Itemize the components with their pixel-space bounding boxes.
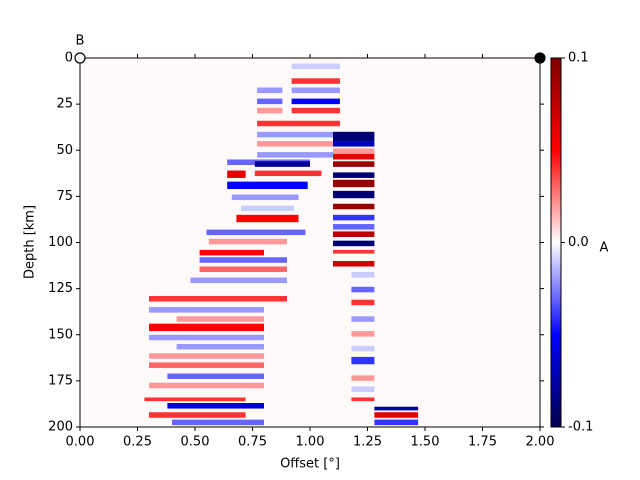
marker — [74, 52, 86, 64]
cell — [190, 277, 287, 284]
cell — [149, 307, 264, 313]
cell — [351, 356, 375, 365]
cell — [199, 249, 264, 256]
cell — [333, 148, 375, 154]
cell — [333, 249, 375, 254]
colorbar-tick-label: 0.1 — [568, 51, 589, 66]
cell — [257, 152, 333, 158]
x-tick-label: 1.75 — [468, 435, 497, 450]
cell — [333, 203, 375, 210]
x-tick-label: 0.00 — [66, 435, 95, 450]
cell — [351, 272, 375, 278]
cell — [254, 170, 322, 177]
cell — [167, 373, 264, 380]
cell — [333, 153, 375, 160]
y-tick-label: 125 — [48, 281, 73, 296]
cell — [333, 141, 375, 147]
cell — [254, 161, 310, 167]
y-tick-label: 0 — [65, 51, 73, 66]
cell — [149, 412, 246, 418]
cell — [257, 87, 283, 94]
cell — [291, 87, 340, 94]
cell — [241, 205, 294, 212]
cell — [374, 406, 419, 411]
x-tick-label: 2.00 — [526, 435, 555, 450]
cell — [351, 386, 375, 392]
cell — [167, 403, 264, 409]
cell — [351, 345, 375, 352]
colorbar — [550, 57, 562, 428]
cell — [257, 98, 283, 105]
x-tick-label: 1.50 — [411, 435, 440, 450]
cell — [333, 240, 375, 247]
x-tick-label: 0.25 — [123, 435, 152, 450]
cell — [333, 179, 375, 188]
cell — [176, 316, 264, 322]
y-tick-label: 75 — [56, 189, 73, 204]
cell — [333, 231, 375, 237]
x-tick-label: 0.50 — [181, 435, 210, 450]
cell — [149, 296, 287, 302]
colorbar-tick-label: 0.0 — [568, 235, 589, 250]
cell — [351, 397, 375, 402]
y-tick-label: 100 — [48, 235, 73, 250]
cell — [333, 172, 375, 178]
cell — [333, 161, 375, 167]
cell — [333, 131, 375, 142]
cell — [206, 229, 306, 236]
y-axis-label: Depth [km] — [23, 205, 38, 279]
cell — [227, 170, 246, 178]
x-tick-label: 1.25 — [353, 435, 382, 450]
cell — [144, 397, 246, 402]
cell — [257, 131, 333, 138]
marker — [534, 52, 546, 64]
cell — [351, 375, 375, 381]
colorbar-label: A — [600, 241, 609, 256]
y-tick-label: 50 — [56, 143, 73, 158]
cell — [291, 78, 340, 84]
cell — [374, 419, 419, 426]
cell — [291, 63, 340, 70]
cell — [149, 323, 264, 332]
cell — [333, 260, 375, 267]
y-tick-label: 25 — [56, 97, 73, 112]
y-tick-label: 150 — [48, 327, 73, 342]
cell — [236, 214, 299, 223]
cell — [333, 224, 375, 230]
cell — [257, 107, 283, 114]
cell — [149, 334, 264, 341]
cell — [149, 353, 264, 359]
cell — [208, 238, 287, 245]
cell — [149, 382, 264, 389]
cell — [291, 107, 340, 114]
cell — [333, 190, 375, 199]
cell — [333, 214, 375, 221]
cell — [374, 412, 419, 418]
colorbar-tick-label: -0.1 — [568, 420, 593, 435]
cell — [227, 181, 308, 189]
y-tick-label: 200 — [48, 420, 73, 435]
cell — [257, 141, 333, 147]
cell — [231, 194, 299, 201]
cell — [172, 419, 264, 426]
cell — [199, 257, 287, 263]
cell — [149, 362, 264, 368]
x-tick-label: 1.00 — [296, 435, 325, 450]
x-axis-label: Offset [°] — [280, 457, 340, 472]
y-tick-label: 175 — [48, 373, 73, 388]
cell — [257, 120, 340, 127]
cell — [351, 316, 375, 322]
cell — [351, 286, 375, 293]
cell — [351, 299, 375, 306]
cell — [199, 266, 287, 273]
cell — [176, 343, 264, 350]
cell — [291, 98, 340, 105]
x-tick-label: 0.75 — [238, 435, 267, 450]
cell — [351, 331, 375, 337]
annotation: B — [76, 34, 85, 49]
